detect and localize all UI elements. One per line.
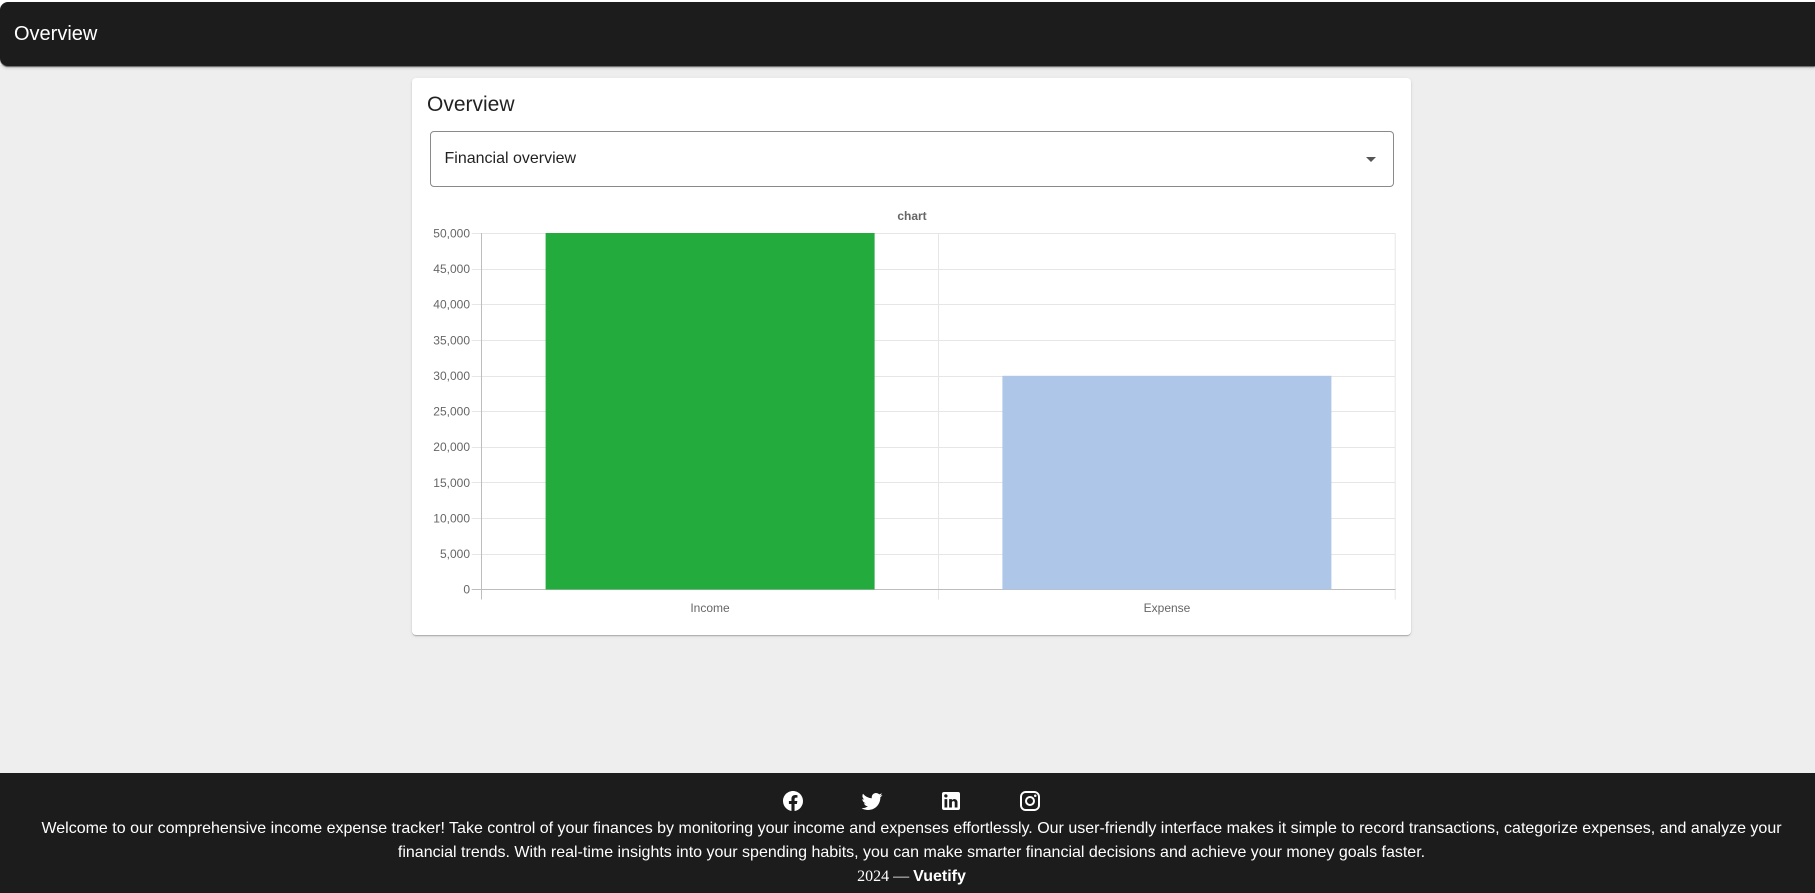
svg-text:15,000: 15,000 xyxy=(433,476,470,490)
svg-text:10,000: 10,000 xyxy=(433,511,470,525)
svg-text:25,000: 25,000 xyxy=(433,405,470,419)
svg-text:Expense: Expense xyxy=(1144,601,1191,615)
svg-text:20,000: 20,000 xyxy=(433,440,470,454)
svg-text:40,000: 40,000 xyxy=(433,298,470,312)
svg-text:Income: Income xyxy=(690,601,730,615)
svg-text:0: 0 xyxy=(463,583,470,597)
svg-text:45,000: 45,000 xyxy=(433,262,470,276)
svg-text:5,000: 5,000 xyxy=(440,547,470,561)
svg-text:chart: chart xyxy=(897,209,926,223)
svg-text:35,000: 35,000 xyxy=(433,333,470,347)
svg-text:30,000: 30,000 xyxy=(433,369,470,383)
svg-text:50,000: 50,000 xyxy=(433,227,470,241)
